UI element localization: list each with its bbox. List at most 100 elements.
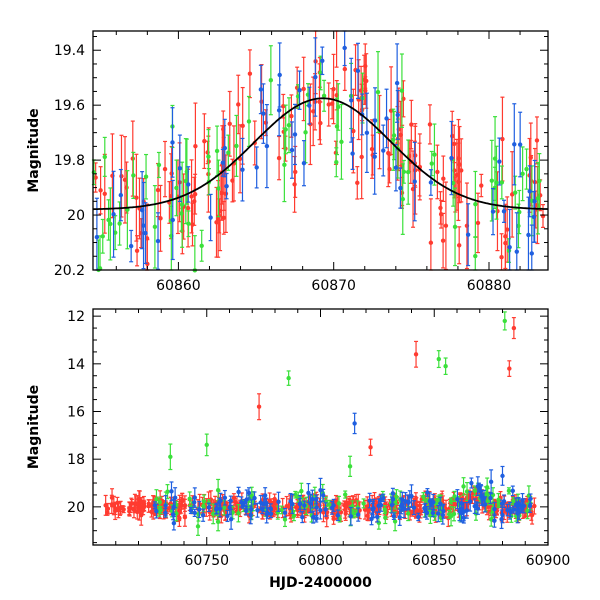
data-point	[361, 498, 366, 509]
data-point	[461, 477, 466, 496]
x-tick-label: 60860	[156, 278, 201, 294]
y-tick-label: 14	[67, 357, 85, 373]
y-tick-label: 20	[67, 500, 85, 516]
data-point	[169, 481, 174, 502]
data-point	[192, 235, 198, 273]
data-point	[248, 505, 253, 525]
data-point	[118, 168, 124, 222]
data-point	[152, 185, 158, 269]
data-point	[499, 165, 505, 200]
data-point	[204, 433, 209, 457]
data-point	[307, 86, 312, 125]
data-point	[314, 515, 319, 523]
data-point	[417, 501, 422, 523]
data-point	[524, 148, 529, 190]
data-point	[390, 487, 396, 499]
y-tick-label: 20.2	[54, 263, 85, 279]
data-point	[456, 142, 461, 222]
y-tick-label: 12	[67, 309, 85, 325]
data-point	[412, 141, 417, 222]
data-point	[282, 507, 288, 518]
data-point	[511, 505, 516, 514]
data-point	[372, 87, 378, 154]
data-point	[134, 153, 139, 242]
data-point	[488, 469, 494, 495]
data-point	[467, 491, 473, 512]
data-point	[128, 229, 134, 263]
data-point	[156, 151, 162, 179]
data-point	[475, 502, 481, 515]
data-point	[428, 198, 434, 271]
data-point	[394, 43, 400, 123]
data-point	[111, 170, 116, 258]
data-point	[443, 181, 449, 271]
data-point	[302, 500, 307, 511]
data-point	[441, 155, 446, 203]
data-point	[321, 79, 327, 112]
data-point	[192, 498, 197, 507]
data-point	[370, 500, 376, 519]
data-point	[179, 161, 185, 248]
data-point	[355, 42, 361, 100]
data-point	[508, 507, 513, 518]
data-point	[532, 159, 537, 243]
data-point	[221, 500, 227, 516]
data-point	[192, 173, 198, 215]
data-point	[479, 173, 484, 198]
data-point	[288, 492, 293, 510]
y-axis-label: Magnitude	[26, 108, 42, 192]
data-point	[222, 118, 228, 178]
x-tick-label: 60750	[184, 553, 229, 569]
data-point	[208, 193, 213, 242]
data-point	[382, 504, 388, 515]
data-point	[457, 501, 462, 522]
data-point	[387, 154, 392, 184]
data-point	[534, 116, 540, 165]
data-point	[214, 502, 219, 514]
data-point	[519, 503, 525, 514]
data-point	[286, 370, 291, 386]
x-axis-label: HJD-2400000	[269, 575, 372, 591]
data-point	[383, 511, 388, 525]
data-point	[515, 503, 520, 524]
x-tick-label: 60870	[311, 278, 356, 294]
data-point	[289, 94, 294, 138]
data-point	[413, 340, 419, 368]
data-point	[438, 191, 443, 225]
data-point	[195, 516, 201, 536]
data-point	[313, 494, 319, 505]
data-point	[342, 30, 347, 67]
data-point	[162, 140, 168, 198]
data-point	[326, 499, 332, 510]
top-data-layer	[91, 30, 549, 273]
data-point	[318, 477, 323, 503]
data-point	[218, 492, 223, 509]
data-point	[186, 166, 191, 203]
data-point	[507, 360, 512, 377]
data-point	[455, 489, 460, 510]
data-point	[456, 226, 462, 265]
data-point	[364, 92, 370, 174]
y-tick-label: 19.6	[54, 98, 85, 114]
data-point	[427, 104, 433, 145]
data-point	[511, 317, 517, 340]
data-point	[492, 501, 497, 517]
data-point	[334, 30, 339, 68]
data-point	[177, 134, 183, 203]
data-point	[425, 488, 430, 497]
data-point	[174, 159, 179, 217]
data-point	[282, 127, 287, 203]
y-tick-label: 19.4	[54, 43, 85, 59]
data-point	[459, 498, 465, 509]
data-point	[118, 500, 123, 515]
data-point	[510, 485, 515, 497]
x-tick-label: 60880	[467, 278, 512, 294]
data-point	[391, 110, 397, 161]
data-point	[170, 179, 175, 261]
data-point	[490, 187, 496, 236]
data-point	[326, 82, 331, 127]
data-point	[392, 511, 398, 532]
data-point	[146, 499, 151, 508]
data-point	[129, 497, 134, 510]
data-point	[297, 70, 302, 110]
